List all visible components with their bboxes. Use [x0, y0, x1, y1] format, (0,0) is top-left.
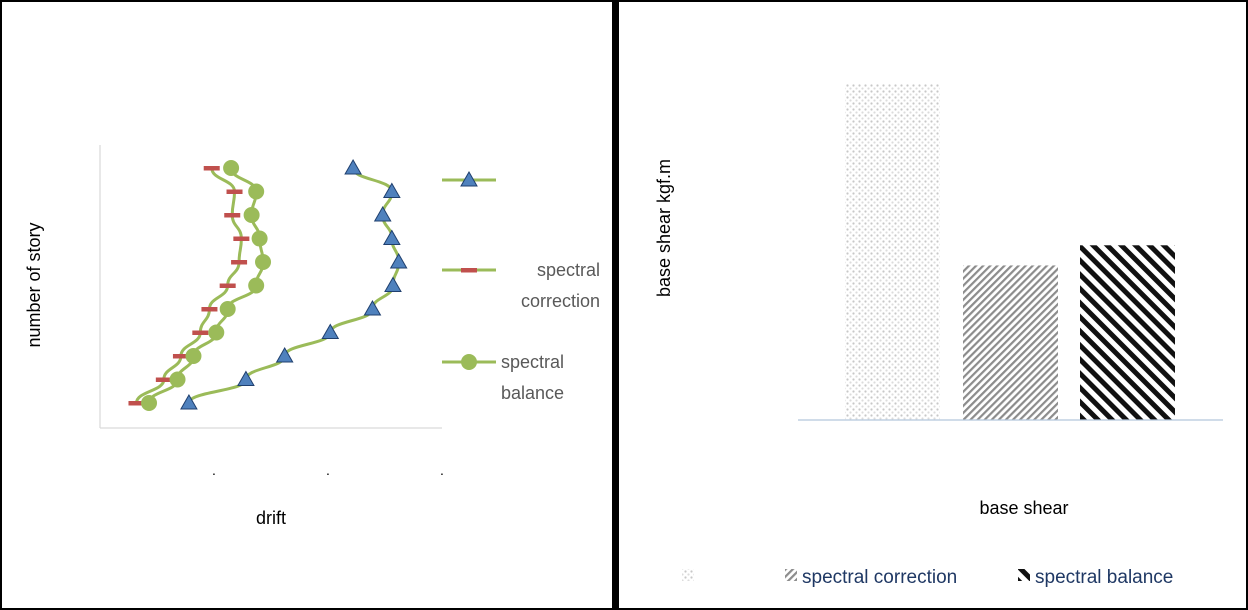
drift-point [382, 182, 401, 198]
bar-legend-swatch [682, 569, 694, 581]
drift-point [251, 230, 268, 247]
drift-legend-label: spectral balance [501, 352, 564, 403]
bar-x-axis-label: base shear [979, 498, 1068, 518]
drift-point [141, 395, 158, 411]
drift-point [172, 354, 189, 359]
drift-point [192, 330, 209, 335]
drift-legend-marker [461, 354, 477, 370]
drift-legend: spectral correction spectral balance [442, 170, 600, 403]
drift-x-tick-label: . [440, 462, 444, 478]
bar-legend-entry: spectral balance [1018, 567, 1173, 588]
bar-legend-entry: spectral correction [785, 567, 957, 588]
drift-point [219, 301, 236, 317]
drift-chart: ... spectral correction spectral balance nu… [0, 0, 614, 610]
drift-point [224, 213, 241, 218]
drift-point [373, 205, 392, 222]
drift-point [203, 166, 220, 171]
drift-point [169, 371, 186, 388]
bar-legend-label: spectral correction [802, 567, 957, 588]
drift-point [248, 277, 265, 294]
drift-point [363, 299, 382, 316]
drift-point [255, 254, 272, 270]
drift-series-triangle [180, 158, 408, 410]
drift-point [389, 252, 408, 269]
bar-legend-swatch [1018, 569, 1030, 581]
drift-point [231, 260, 248, 265]
drift-point [223, 160, 240, 176]
bar-legend-swatch [785, 569, 797, 581]
bar-legend: spectral correction spectral balance [682, 567, 1173, 588]
drift-legend-entry: spectral balance [442, 352, 564, 403]
drift-point [155, 377, 172, 382]
drift-legend-entry [442, 170, 496, 187]
drift-series [128, 158, 408, 411]
drift-point [219, 283, 236, 288]
bar-group [845, 84, 1175, 420]
bar-y-axis-label: base shear kgf.m [654, 159, 674, 297]
drift-series-circle [141, 160, 272, 411]
drift-point [233, 236, 250, 241]
drift-series-line [147, 167, 265, 404]
drift-point [275, 346, 294, 363]
drift-point [226, 189, 243, 194]
drift-point [185, 348, 202, 364]
bar-legend-entry [682, 569, 694, 581]
drift-x-tick-label: . [212, 462, 216, 478]
drift-point [180, 393, 198, 410]
base-shear-chart: base shear kgf.m base shear spectral cor… [618, 0, 1248, 610]
drift-axes: ... [99, 145, 444, 478]
drift-point [321, 323, 340, 339]
drift-point [243, 207, 260, 223]
bar [963, 265, 1058, 420]
drift-point [248, 183, 265, 200]
drift-point [208, 324, 225, 341]
drift-point [384, 276, 402, 292]
drift-legend-marker [460, 170, 478, 187]
drift-legend-label: spectral correction [521, 260, 600, 311]
drift-point [382, 229, 401, 245]
drift-point [344, 158, 362, 175]
drift-series-dash [128, 166, 250, 406]
drift-x-tick-label: . [326, 462, 330, 478]
drift-point [128, 401, 145, 406]
bar [1080, 245, 1175, 420]
base-shear-panel-border [618, 0, 1248, 610]
drift-x-axis-label: drift [256, 508, 286, 528]
bar [845, 84, 940, 420]
drift-legend-marker [461, 268, 477, 273]
drift-y-axis-label: number of story [24, 222, 44, 347]
drift-legend-entry: spectral correction [442, 260, 600, 311]
panel-divider [613, 0, 618, 610]
drift-point [201, 307, 218, 312]
drift-point [237, 370, 255, 386]
bar-legend-label: spectral balance [1035, 567, 1173, 588]
